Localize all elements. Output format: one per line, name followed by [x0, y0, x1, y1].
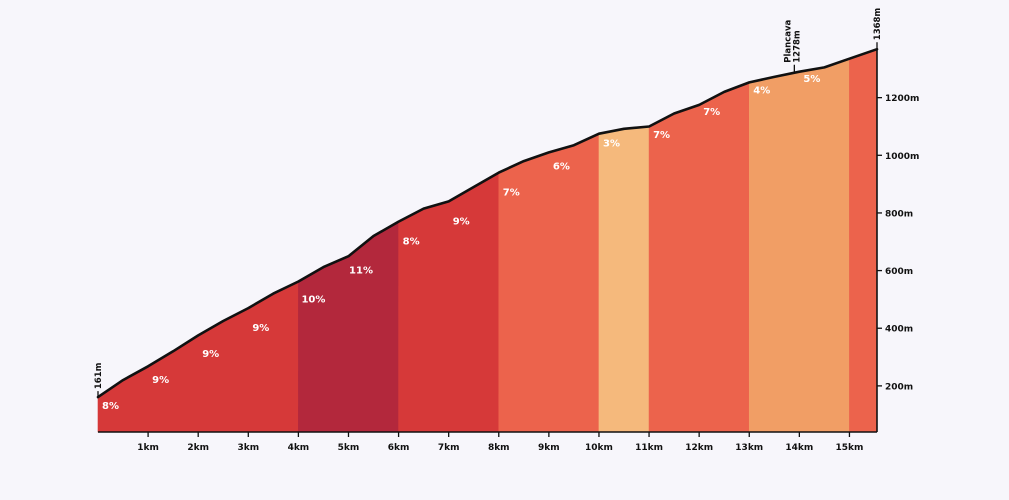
y-tick-label: 400m	[885, 325, 913, 335]
grade-label: 5%	[803, 74, 820, 85]
grade-label: 6%	[553, 162, 570, 173]
x-tick-label: 13km	[735, 443, 763, 453]
y-tick-label: 800m	[885, 209, 913, 219]
y-tick-label: 1200m	[885, 94, 919, 104]
x-tick-label: 8km	[488, 443, 510, 453]
grade-label: 9%	[453, 216, 470, 227]
gradient-segment	[598, 126, 650, 433]
grade-label: 8%	[102, 401, 119, 412]
landmark-name-label: Plancava	[783, 19, 793, 62]
grade-label: 9%	[202, 349, 219, 360]
elevation-profile-line	[96, 47, 879, 399]
x-tick-label: 4km	[288, 443, 310, 453]
grade-label: 7%	[653, 130, 670, 141]
gradient-segment	[498, 133, 600, 433]
grade-label: 3%	[603, 139, 620, 150]
x-tick-label: 3km	[237, 443, 259, 453]
grade-label: 11%	[349, 265, 373, 276]
x-tick-label: 1km	[137, 443, 159, 453]
gradient-segment	[398, 172, 500, 433]
profile-line-group	[96, 47, 879, 399]
end-elevation-label: 1368m	[873, 8, 883, 41]
x-tick-label: 14km	[785, 443, 813, 453]
x-tick-label: 10km	[585, 443, 613, 453]
grade-label: 7%	[503, 188, 520, 199]
labels: 8% 9% 9% 9% 10% 11% 8% 9% 7% 6% 3% 7% 7% 4% 5% 161m 1368…	[94, 8, 883, 412]
grade-label: 4%	[753, 85, 770, 96]
gradient-segment	[849, 48, 878, 433]
gradient-segment	[97, 281, 299, 433]
grade-label: 7%	[703, 107, 720, 118]
grade-label: 9%	[152, 375, 169, 386]
y-tick-label: 600m	[885, 267, 913, 277]
x-tick-label: 2km	[187, 443, 209, 453]
gradient-segment	[748, 58, 850, 433]
x-tick-label: 9km	[538, 443, 560, 453]
x-tick-label: 12km	[685, 443, 713, 453]
grade-label: 10%	[301, 294, 325, 305]
x-tick-label: 15km	[836, 443, 864, 453]
gradient-segments	[97, 48, 878, 433]
grade-label: 8%	[403, 237, 420, 248]
x-tick-label: 6km	[388, 443, 410, 453]
x-tick-label: 11km	[635, 443, 663, 453]
gradient-segment	[298, 221, 399, 433]
y-tick-label: 200m	[885, 382, 913, 392]
x-tick-label: 7km	[438, 443, 460, 453]
grade-label: 9%	[252, 323, 269, 334]
axes: 1km 2km 3km 4km 5km 6km 7km 8km 9km 10km 11km 12km 1…	[98, 49, 919, 453]
start-elevation-label: 161m	[94, 362, 104, 389]
y-tick-label: 1000m	[885, 152, 919, 162]
x-tick-label: 5km	[338, 443, 360, 453]
landmark-elevation-label: 1278m	[792, 30, 802, 63]
